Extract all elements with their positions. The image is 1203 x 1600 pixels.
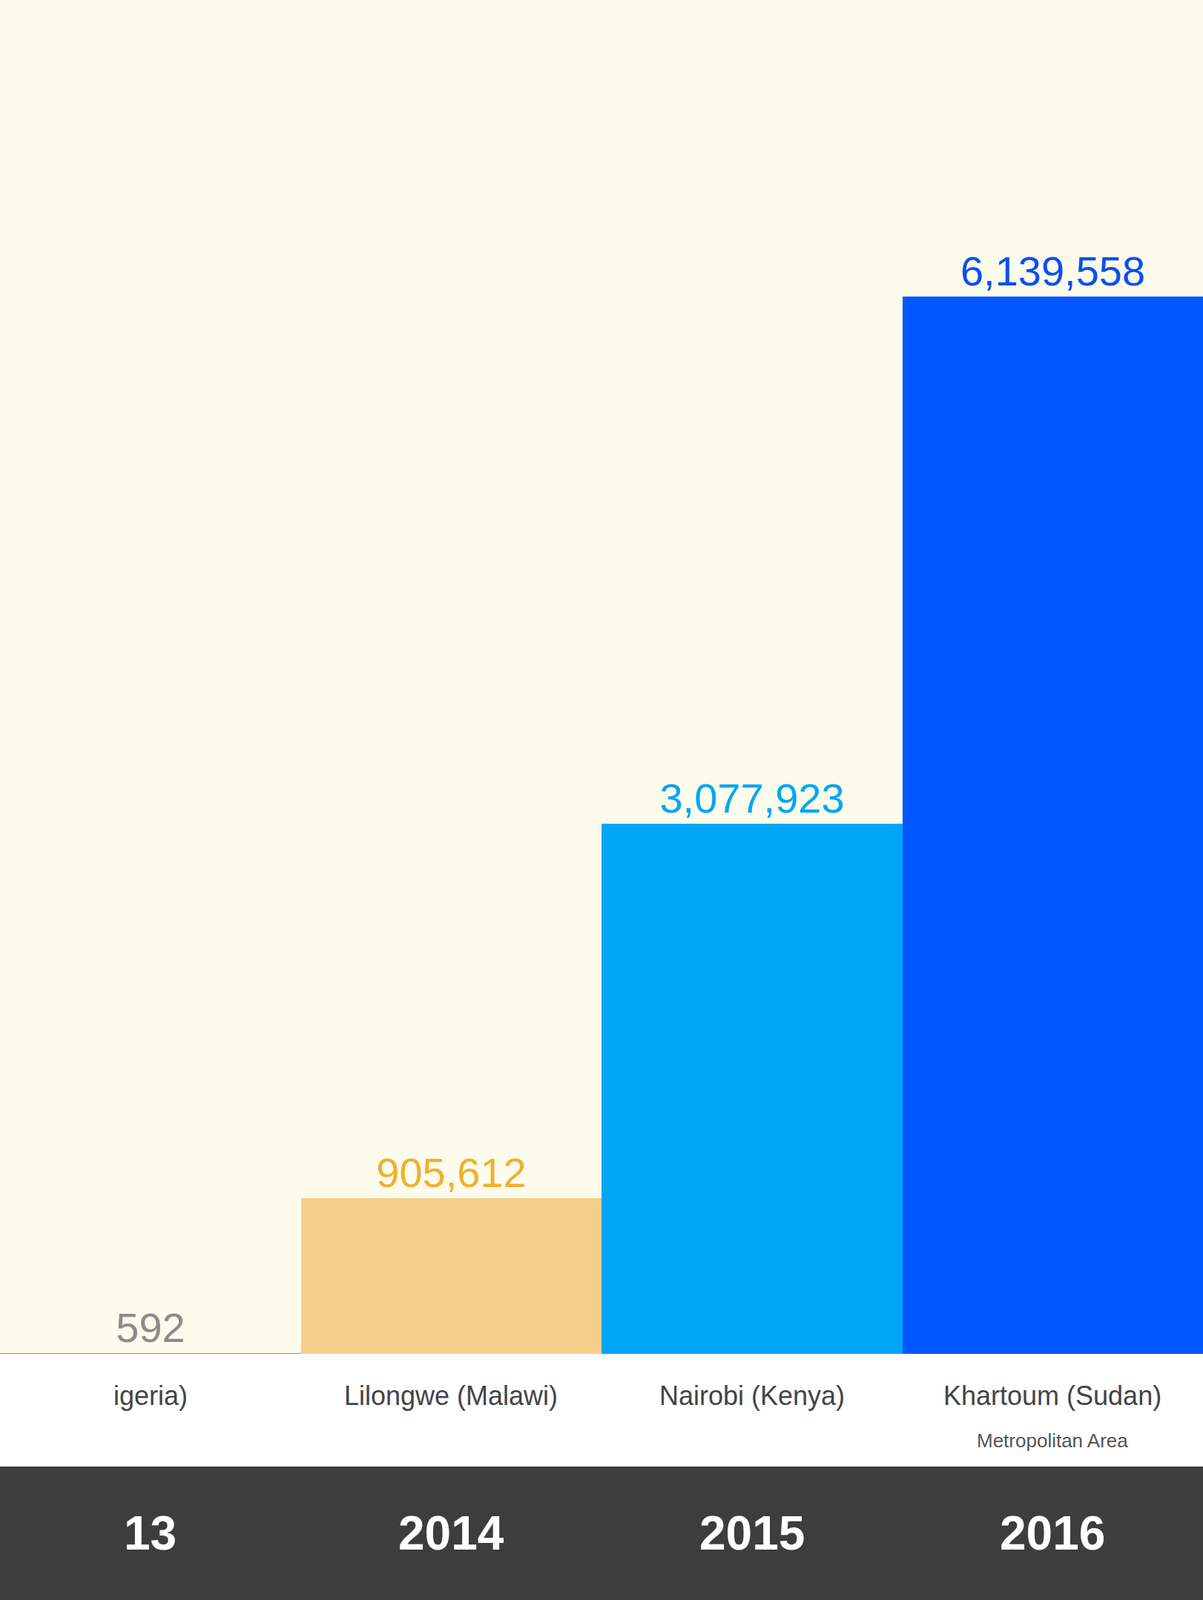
svg-text:13: 13 [123,1507,177,1561]
svg-text:Khartoum (Sudan): Khartoum (Sudan) [943,1381,1162,1412]
svg-text:2016: 2016 [999,1507,1106,1561]
svg-text:3,077,923: 3,077,923 [659,775,845,822]
svg-text:592: 592 [115,1304,185,1352]
svg-text:Nairobi (Kenya): Nairobi (Kenya) [659,1381,845,1412]
svg-text:905,612: 905,612 [376,1149,526,1197]
svg-text:Metropolitan Area: Metropolitan Area [976,1429,1129,1453]
svg-text:6,139,558: 6,139,558 [960,247,1146,295]
svg-text:Lilongwe (Malawi): Lilongwe (Malawi) [344,1381,558,1412]
svg-text:2014: 2014 [398,1507,505,1561]
svg-text:igeria): igeria) [113,1381,188,1412]
svg-text:2015: 2015 [699,1507,805,1561]
